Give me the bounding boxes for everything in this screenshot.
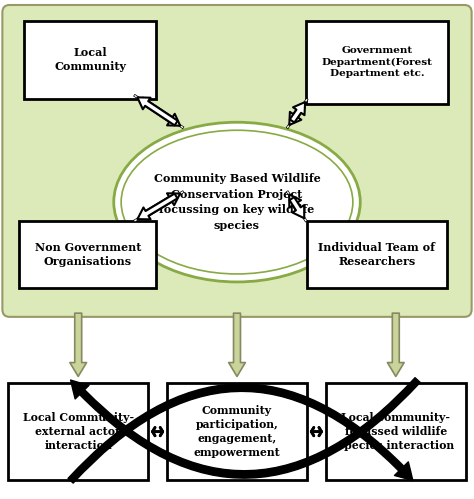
Text: Government
Department(Forest
Department etc.: Government Department(Forest Department …: [321, 46, 432, 78]
Bar: [9, 383, 148, 480]
Bar: [167, 383, 307, 480]
FancyBboxPatch shape: [2, 5, 472, 317]
FancyArrowPatch shape: [153, 428, 163, 436]
Text: Local
Community: Local Community: [54, 47, 126, 72]
Bar: [306, 21, 448, 104]
Bar: [307, 221, 447, 288]
Text: Community
participation,
engagement,
empowerment: Community participation, engagement, emp…: [193, 405, 281, 459]
Bar: [19, 221, 156, 288]
Text: Individual Team of
Researchers: Individual Team of Researchers: [319, 242, 435, 267]
Text: Local community-
focussed wildlife
species interaction: Local community- focussed wildlife speci…: [338, 412, 454, 451]
FancyArrowPatch shape: [71, 378, 420, 478]
FancyArrowPatch shape: [228, 313, 246, 376]
Text: Community Based Wildlife
Conservation Project
focussing on key wildlife
species: Community Based Wildlife Conservation Pr…: [154, 173, 320, 231]
FancyArrowPatch shape: [153, 428, 163, 436]
FancyArrowPatch shape: [311, 428, 321, 436]
Bar: [326, 383, 465, 480]
FancyArrowPatch shape: [311, 428, 321, 436]
FancyArrowPatch shape: [387, 313, 404, 376]
Text: Local Community-
external actor
interaction: Local Community- external actor interact…: [23, 412, 134, 451]
FancyArrowPatch shape: [68, 384, 413, 483]
Text: Non Government
Organisations: Non Government Organisations: [35, 242, 141, 267]
FancyArrowPatch shape: [70, 313, 87, 376]
Ellipse shape: [114, 122, 360, 282]
Bar: [24, 21, 156, 99]
